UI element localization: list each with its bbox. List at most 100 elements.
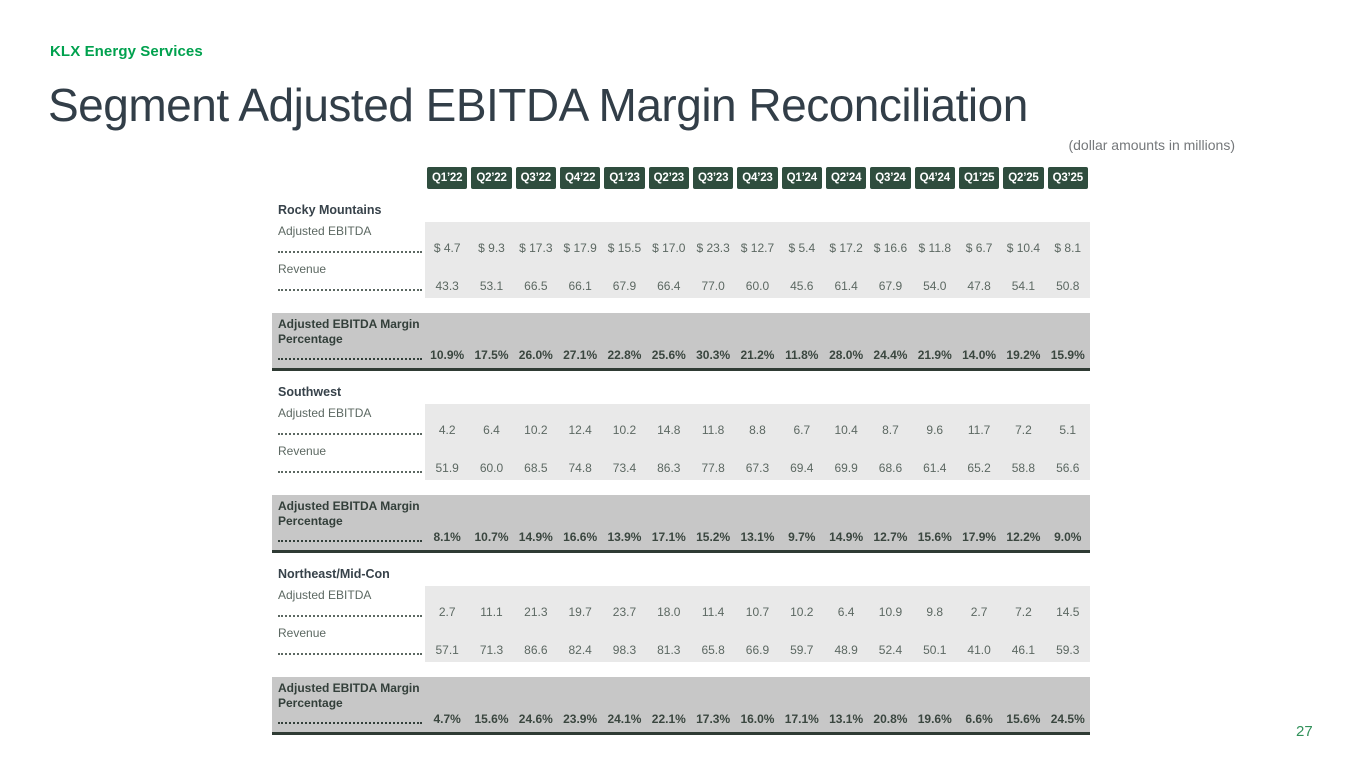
- margin-row-label: Adjusted EBITDA Margin: [278, 317, 420, 331]
- value-cell: 14.9%: [829, 530, 864, 544]
- row-label: Revenue: [278, 262, 327, 276]
- row-label-col: Adjusted EBITDA: [272, 404, 425, 442]
- value-cell: $ 8.1: [1054, 241, 1082, 255]
- row-label: Adjusted EBITDA: [278, 224, 372, 238]
- data-row: Revenue 51.9 60.0 68.5 74.8 73.4 86.3 77.8 67.3 6…: [272, 442, 1090, 480]
- value-cell: 52.4: [878, 643, 903, 657]
- value-cell: 46.1: [1011, 643, 1036, 657]
- margin-label-col: Adjusted EBITDA Margin Percentage: [272, 677, 425, 732]
- quarter-badge: Q1’22: [427, 167, 468, 189]
- value-cell: 27.1%: [563, 348, 598, 362]
- data-row: Adjusted EBITDA 2.7 11.1 21.3 19.7 23.7 18.0 11…: [272, 586, 1090, 624]
- quarter-badge-cell: Q2’24: [824, 167, 868, 189]
- page-title: Segment Adjusted EBITDA Margin Reconcili…: [48, 79, 1028, 131]
- value-cell: 2.7: [438, 605, 456, 619]
- section-title: Rocky Mountains: [278, 203, 382, 217]
- value-cell: 24.1%: [607, 712, 642, 726]
- value-cell: 9.7%: [788, 530, 816, 544]
- value-cell: 13.1%: [829, 712, 864, 726]
- row-label-col: Adjusted EBITDA: [272, 586, 425, 624]
- value-cell: $ 12.7: [740, 241, 775, 255]
- value-cell: 60.0: [745, 279, 770, 293]
- values-row: 51.9 60.0 68.5 74.8 73.4 86.3 77.8 67.3 69.4 69.9…: [425, 442, 1090, 480]
- quarter-badge-cell: Q3’22: [514, 167, 558, 189]
- quarter-badge-cell: Q4’22: [558, 167, 602, 189]
- value-cell: 11.8: [701, 423, 725, 437]
- value-cell: 13.9%: [607, 530, 642, 544]
- section-title: Southwest: [278, 385, 342, 399]
- value-cell: 7.2: [1015, 605, 1032, 619]
- value-cell: 66.4: [657, 279, 681, 293]
- value-cell: 8.8: [749, 423, 766, 437]
- value-cell: 17.9%: [962, 530, 997, 544]
- quarter-badge: Q3’22: [515, 167, 556, 189]
- value-cell: 53.1: [479, 279, 504, 293]
- value-cell: 14.0%: [962, 348, 997, 362]
- value-cell: 68.6: [878, 461, 903, 475]
- value-cell: 17.1%: [651, 530, 686, 544]
- value-cell: 57.1: [435, 643, 459, 657]
- value-cell: 19.6%: [917, 712, 952, 726]
- value-cell: 17.3%: [696, 712, 731, 726]
- quarter-badge-cell: Q3’25: [1046, 167, 1090, 189]
- row-label-col: Adjusted EBITDA: [272, 222, 425, 260]
- dotted-leader: [278, 433, 422, 435]
- value-cell: 66.1: [568, 279, 592, 293]
- value-cell: 20.8%: [873, 712, 908, 726]
- value-cell: 65.2: [967, 461, 991, 475]
- value-cell: 14.5: [1056, 605, 1080, 619]
- value-cell: 16.6%: [563, 530, 598, 544]
- value-cell: 59.7: [790, 643, 814, 657]
- value-cell: 21.2%: [740, 348, 775, 362]
- value-cell: 30.3%: [696, 348, 731, 362]
- quarter-badge: Q3’23: [692, 167, 734, 189]
- values-row: 4.2 6.4 10.2 12.4 10.2 14.8 11.8 8.8 6.7 10.4 8.7 9…: [425, 404, 1090, 442]
- dotted-leader: [278, 289, 422, 291]
- value-cell: 86.3: [657, 461, 681, 475]
- section-title: Northeast/Mid-Con: [278, 567, 390, 581]
- value-cell: 81.3: [657, 643, 681, 657]
- quarter-badge-cell: Q4’24: [913, 167, 957, 189]
- value-cell: 77.0: [701, 279, 725, 293]
- quarter-badge: Q1’24: [781, 167, 822, 189]
- value-cell: 11.8%: [785, 348, 819, 362]
- brand-name: KLX Energy Services: [50, 43, 203, 60]
- value-cell: $ 17.2: [829, 241, 863, 255]
- value-cell: 82.4: [568, 643, 592, 657]
- value-cell: 4.2: [438, 423, 456, 437]
- value-cell: 12.4: [568, 423, 592, 437]
- quarter-badge: Q4’22: [559, 167, 601, 189]
- quarter-badge-cell: Q2’22: [469, 167, 513, 189]
- value-cell: 22.8%: [607, 348, 642, 362]
- margin-band: Adjusted EBITDA Margin Percentage 4.7% 15.6…: [272, 677, 1090, 735]
- row-label-col: Revenue: [272, 260, 425, 298]
- value-cell: 50.1: [923, 643, 947, 657]
- value-cell: 15.2%: [696, 530, 731, 544]
- row-label-col: Revenue: [272, 442, 425, 480]
- value-cell: 10.7: [745, 605, 770, 619]
- dotted-leader: [278, 615, 422, 617]
- quarter-badge-cell: Q3’23: [691, 167, 735, 189]
- value-cell: 8.1%: [433, 530, 461, 544]
- margin-band: Adjusted EBITDA Margin Percentage 8.1% 10.7…: [272, 495, 1090, 553]
- value-cell: 24.6%: [518, 712, 553, 726]
- value-cell: 66.5: [524, 279, 548, 293]
- value-cell: $ 11.8: [918, 241, 952, 255]
- table-sections: Rocky Mountains Adjusted EBITDA $ 4.7 $ 9.3…: [272, 203, 1090, 735]
- value-cell: 2.7: [970, 605, 988, 619]
- dotted-leader: [278, 722, 422, 724]
- value-cell: 6.4: [837, 605, 855, 619]
- value-cell: 77.8: [701, 461, 725, 475]
- value-cell: 21.9%: [917, 348, 952, 362]
- margin-label-col: Adjusted EBITDA Margin Percentage: [272, 495, 425, 550]
- value-cell: 11.4: [701, 605, 725, 619]
- value-cell: 73.4: [612, 461, 637, 475]
- table-section: Northeast/Mid-Con Adjusted EBITDA 2.7 11.1 2…: [272, 567, 1090, 735]
- value-cell: $ 5.4: [788, 241, 816, 255]
- row-label: Revenue: [278, 626, 327, 640]
- margin-label-col: Adjusted EBITDA Margin Percentage: [272, 313, 425, 368]
- value-cell: 16.0%: [740, 712, 775, 726]
- dotted-leader: [278, 653, 422, 655]
- value-cell: 8.7: [882, 423, 899, 437]
- value-cell: 19.2%: [1006, 348, 1041, 362]
